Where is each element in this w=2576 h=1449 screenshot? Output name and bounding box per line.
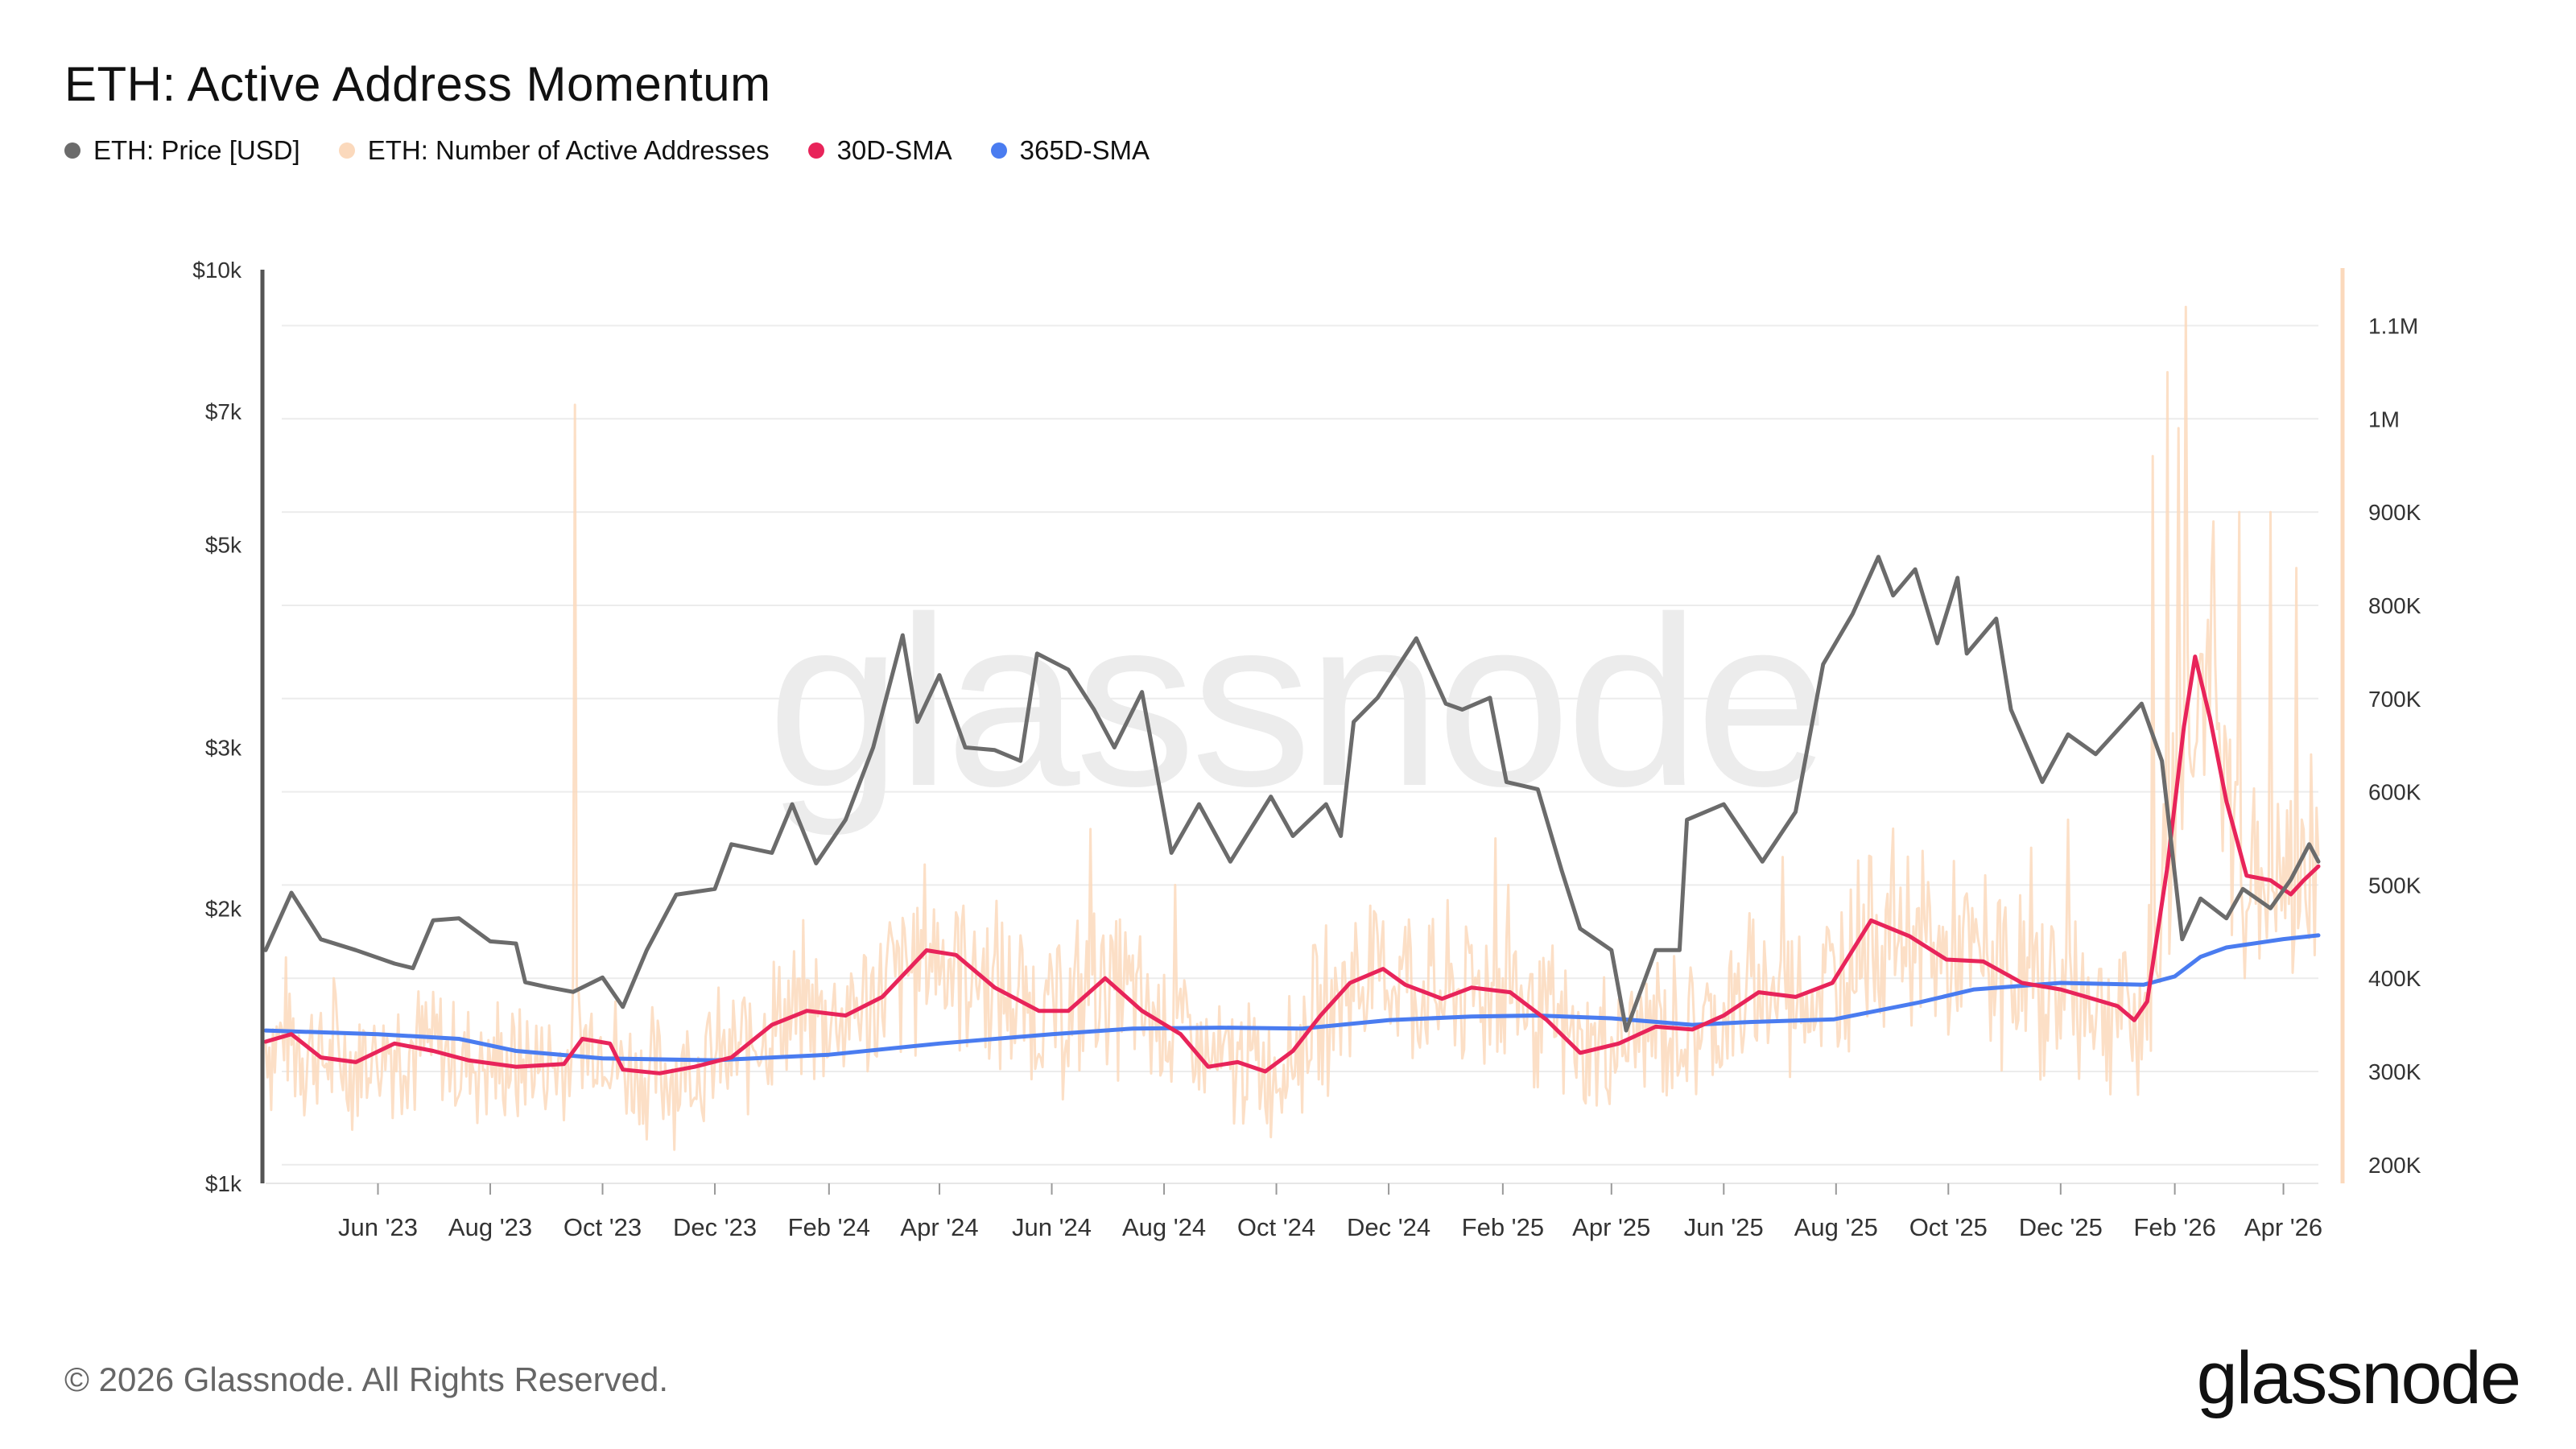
y-right-tick-label: 1M [2368, 407, 2400, 431]
legend-item-30d-sma[interactable]: 30D-SMA [807, 135, 952, 166]
legend: ETH: Price [USD] ETH: Number of Active A… [64, 135, 1150, 166]
copyright-footer: © 2026 Glassnode. All Rights Reserved. [64, 1360, 669, 1398]
y-right-tick-label: 600K [2368, 780, 2421, 805]
legend-label-price: ETH: Price [USD] [93, 135, 300, 165]
y-left-tick-label: $10k [192, 258, 242, 283]
legend-label-365d-sma: 365D-SMA [1019, 135, 1150, 165]
x-tick-label: Dec '25 [2019, 1213, 2103, 1241]
glassnode-logo: glassnode [2196, 1337, 2521, 1419]
active-addresses-series [264, 305, 2320, 1151]
y-left-tick-label: $5k [205, 533, 242, 558]
legend-dot-price [64, 142, 80, 159]
x-tick-label: Aug '23 [448, 1213, 532, 1241]
line-series [263, 555, 2321, 1075]
x-tick-label: Dec '23 [673, 1213, 757, 1241]
x-tick-label: Jun '24 [1012, 1213, 1092, 1241]
legend-dot-365d-sma [990, 142, 1007, 159]
x-tick-label: Apr '24 [900, 1213, 978, 1241]
y-right-tick-label: 700K [2368, 687, 2421, 712]
y-left-tick-label: $1k [205, 1171, 242, 1196]
y-left-tick-label: $2k [205, 896, 242, 921]
x-tick-label: Aug '25 [1794, 1213, 1878, 1241]
y-left-tick-label: $7k [205, 399, 242, 424]
y-left-tick-label: $3k [205, 735, 242, 760]
x-tick-label: Feb '24 [788, 1213, 870, 1241]
x-tick-label: Oct '25 [1909, 1213, 1988, 1241]
x-tick-label: Feb '25 [1462, 1213, 1544, 1241]
legend-item-365d-sma[interactable]: 365D-SMA [990, 135, 1150, 166]
x-tick-label: Aug '24 [1122, 1213, 1206, 1241]
y-right-tick-label: 800K [2368, 593, 2421, 618]
30d-sma-line [263, 654, 2321, 1075]
y-right-tick-label: 1.1M [2368, 313, 2418, 338]
x-tick-label: Apr '26 [2244, 1213, 2322, 1241]
y-right-tick-label: 200K [2368, 1153, 2421, 1178]
x-tick-label: Apr '25 [1572, 1213, 1650, 1241]
legend-dot-active-addresses [338, 142, 355, 159]
legend-dot-30d-sma [807, 142, 824, 159]
legend-label-active-addresses: ETH: Number of Active Addresses [367, 135, 770, 165]
y-right-tick-label: 300K [2368, 1059, 2421, 1084]
x-tick-label: Oct '23 [564, 1213, 642, 1241]
chart-title: ETH: Active Address Momentum [64, 57, 771, 111]
y-right-tick-label: 500K [2368, 873, 2421, 898]
x-tick-label: Oct '24 [1237, 1213, 1315, 1241]
x-tick-label: Feb '26 [2133, 1213, 2215, 1241]
365d-sma-line [263, 933, 2321, 1063]
axes: $1k $2k $3k $5k $7k $10k 200K 300K 400K 500K 600K 7… [192, 258, 2421, 1241]
x-tick-label: Jun '25 [1684, 1213, 1764, 1241]
legend-label-30d-sma: 30D-SMA [836, 135, 952, 165]
legend-item-active-addresses[interactable]: ETH: Number of Active Addresses [338, 135, 770, 166]
x-tick-label: Jun '23 [338, 1213, 418, 1241]
x-tick-label: Dec '24 [1347, 1213, 1430, 1241]
active-addresses-line [264, 305, 2320, 1151]
eth-price-line [263, 555, 2321, 1033]
y-right-tick-label: 900K [2368, 500, 2421, 525]
y-right-tick-label: 400K [2368, 966, 2421, 991]
legend-item-price[interactable]: ETH: Price [USD] [64, 135, 300, 166]
